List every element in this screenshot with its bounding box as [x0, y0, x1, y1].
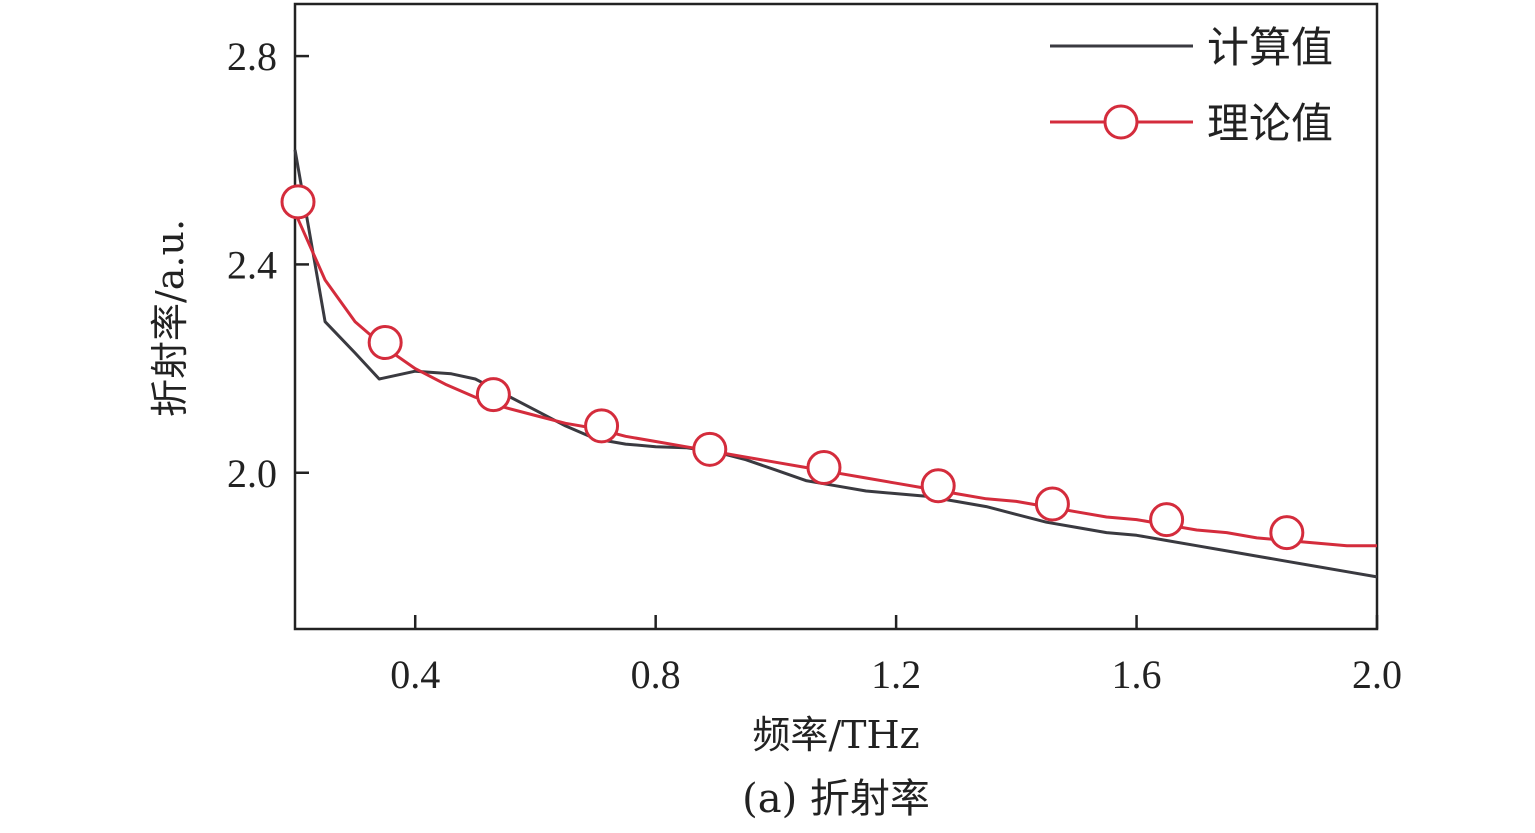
- data-point-marker: [280, 184, 316, 220]
- x-tick-label: 0.4: [390, 652, 440, 697]
- legend: 计算值 理论值: [1050, 23, 1333, 148]
- figure-caption: (a) 折射率: [742, 776, 930, 822]
- data-point-marker: [692, 431, 728, 467]
- legend-marker-series-2: [1103, 104, 1139, 140]
- legend-label-series-2: 理论值: [1207, 99, 1333, 148]
- data-point-marker: [920, 468, 956, 504]
- data-point-marker: [806, 450, 842, 486]
- y-axis-ticks: 2.0 2.4 2.8: [227, 34, 309, 496]
- series-layer: [280, 149, 1378, 579]
- y-tick-label: 2.0: [227, 451, 277, 496]
- plot-frame: [293, 2, 1379, 631]
- data-point-marker: [367, 325, 403, 361]
- data-point-marker: [1149, 502, 1185, 538]
- y-tick-label: 2.8: [227, 34, 277, 79]
- data-point-marker: [584, 408, 620, 444]
- data-point-marker: [1034, 486, 1070, 522]
- x-tick-label: 1.6: [1112, 652, 1162, 697]
- data-point-marker: [1269, 515, 1305, 551]
- x-tick-label: 1.2: [871, 652, 921, 697]
- x-tick-label: 0.8: [631, 652, 681, 697]
- series-line-1: [293, 149, 1378, 579]
- y-axis-label: 折射率/a.u.: [148, 219, 192, 417]
- x-axis-ticks: 0.4 0.8 1.2 1.6 2.0: [390, 615, 1402, 697]
- series-line-2: [293, 211, 1377, 548]
- y-tick-label: 2.4: [227, 242, 277, 287]
- legend-label-series-1: 计算值: [1207, 23, 1333, 72]
- x-tick-label: 2.0: [1352, 652, 1402, 697]
- x-axis-label: 频率/THz: [752, 713, 919, 757]
- data-point-marker: [475, 377, 511, 413]
